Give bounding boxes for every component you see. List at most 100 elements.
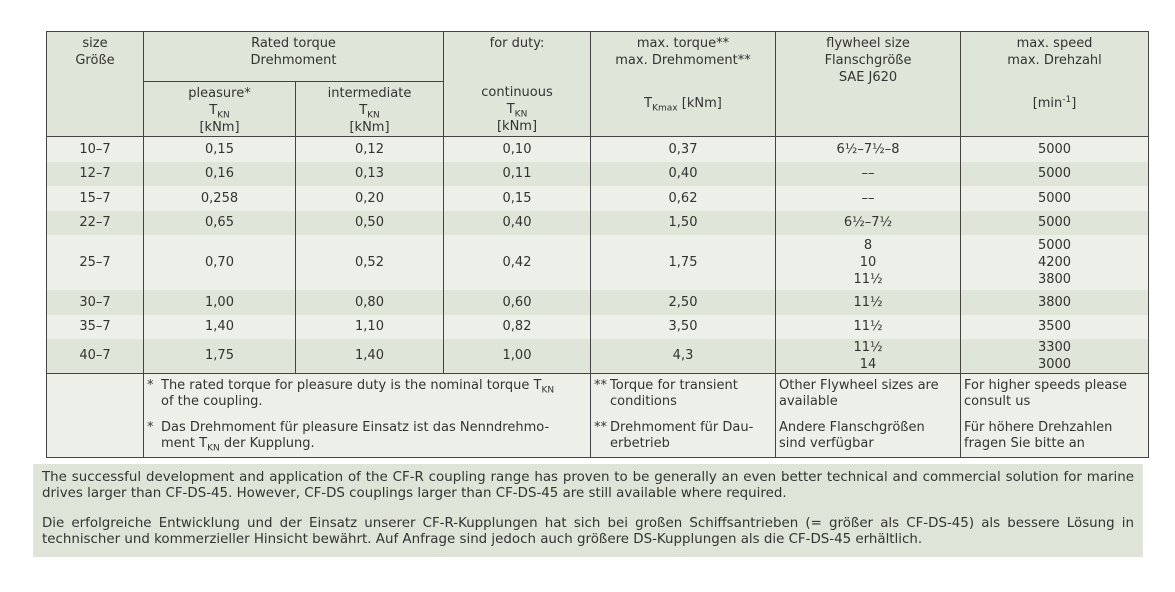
footnote-rated-en: * The rated torque for pleasure duty is … (147, 378, 587, 410)
footnote-rated-en-line2: of the coupling. (161, 393, 263, 409)
header-size: size Größe (46, 31, 144, 137)
cell-intermediate: 0,12 (294, 136, 445, 162)
cell-size: 30–7 (46, 289, 144, 315)
header-row-1: size Größe Rated torque Drehmoment for d… (46, 31, 1150, 137)
description-en: The successful development and applicati… (42, 469, 1134, 501)
footnote-rated-de: * Das Drehmoment für pleasure Einsatz is… (147, 419, 587, 454)
cell-flywheel: –– (775, 185, 962, 211)
header-pleasure-symbol: TKN (209, 103, 230, 121)
footnote-speed-de: Für höhere Drehzahlen fragen Sie bitte a… (964, 419, 1113, 451)
table-row: 35–7 1,40 1,10 0,82 3,50 11½ 3500 (46, 314, 1150, 339)
header-for-duty-label: for duty: (489, 36, 545, 51)
header-intermediate: intermediate TKN [kNm] (294, 81, 445, 137)
header-continuous-unit: [kNm] (496, 119, 538, 134)
cell-pleasure: 1,75 (143, 338, 296, 374)
cell-intermediate: 0,52 (294, 234, 445, 290)
header-max-speed: max. speed max. Drehzahl [min-1] (960, 31, 1150, 137)
footnote-max-torque-en: ** Torque for transient conditions (594, 377, 738, 409)
header-intermediate-symbol: TKN (359, 103, 380, 121)
cell-continuous: 0,15 (443, 185, 592, 211)
cell-speed: 3800 (960, 289, 1150, 315)
cell-continuous: 0,42 (443, 234, 592, 290)
footnote-rated-en-line1: The rated torque for pleasure duty is th… (161, 377, 555, 396)
header-continuous-symbol: TKN (506, 102, 528, 120)
header-intermediate-label: intermediate (327, 86, 412, 101)
cell-intermediate: 0,50 (294, 210, 445, 235)
header-row-2: pleasure* TKN [kNm] intermediate TKN [kN… (47, 81, 1149, 137)
cell-speed: 5000 (960, 136, 1150, 162)
table-row: 10–7 0,15 0,12 0,10 0,37 6½–7½–8 5000 (46, 136, 1150, 162)
cell-intermediate: 0,20 (294, 185, 445, 211)
table-row: 30–7 1,00 0,80 0,60 2,50 11½ 3800 (46, 289, 1150, 315)
footnote-flywheel-en: Other Flywheel sizes are available (779, 377, 939, 409)
cell-flywheel: 8 10 11½ (775, 234, 962, 290)
cell-continuous: 0,10 (443, 136, 592, 162)
table-row: 22–7 0,65 0,50 0,40 1,50 6½–7½ 5000 (46, 210, 1150, 235)
cell-pleasure: 1,00 (143, 289, 296, 315)
header-pleasure-unit: [kNm] (199, 120, 240, 135)
cell-max-torque: 0,40 (590, 161, 777, 186)
cell-max-torque: 1,50 (590, 210, 777, 235)
table-body: 10–7 0,15 0,12 0,10 0,37 6½–7½–8 5000 12… (46, 136, 1150, 457)
footnote-max-torque-de: ** Drehmoment für Dau- erbetrieb (594, 419, 754, 451)
description-block: The successful development and applicati… (33, 463, 1143, 557)
cell-speed: 5000 (960, 161, 1150, 186)
header-pleasure: pleasure* TKN [kNm] (143, 81, 296, 137)
header-max-torque-label: max. torque** max. Drehmoment** (615, 36, 751, 68)
footnote-row: * The rated torque for pleasure duty is … (46, 373, 1150, 457)
cell-flywheel: 11½ (775, 289, 962, 315)
cell-pleasure: 0,16 (143, 161, 296, 186)
cell-max-torque: 4,3 (590, 338, 777, 374)
header-flywheel-label: flywheel size Flanschgröße SAE J620 (824, 36, 912, 85)
cell-intermediate: 1,10 (294, 314, 445, 339)
footnote-double-asterisk: ** (594, 419, 608, 435)
cell-max-torque: 3,50 (590, 314, 777, 339)
header-max-speed-label: max. speed max. Drehzahl (1007, 36, 1102, 68)
header-max-speed-unit: [min-1] (1032, 95, 1077, 112)
header-continuous-label: continuous (481, 85, 553, 100)
footnote-rated-torque: * The rated torque for pleasure duty is … (142, 373, 592, 457)
header-pleasure-label: pleasure* (188, 86, 251, 101)
table-row: 40–7 1,75 1,40 1,00 4,3 11½ 14 3300 3000 (46, 338, 1150, 374)
footnote-asterisk: * (147, 419, 154, 435)
header-rated-torque-label: Rated torque Drehmoment (250, 36, 337, 68)
header-flywheel-size: flywheel size Flanschgröße SAE J620 (775, 31, 962, 137)
datasheet-page: size Größe Rated torque Drehmoment for d… (0, 31, 1175, 592)
header-for-duty: for duty: continuous TKN [kNm] (443, 31, 592, 137)
footnote-max-torque: ** Torque for transient conditions ** Dr… (590, 373, 777, 457)
cell-intermediate: 0,13 (294, 161, 445, 186)
cell-continuous: 0,82 (443, 314, 592, 339)
cell-flywheel: 11½ 14 (775, 338, 962, 374)
footnote-flywheel: Other Flywheel sizes are available Ander… (775, 373, 962, 457)
footnote-speed-en: For higher speeds please consult us (964, 377, 1128, 409)
footnote-speed: For higher speeds please consult us Für … (960, 373, 1150, 457)
header-intermediate-unit: [kNm] (349, 120, 390, 135)
cell-flywheel: –– (775, 161, 962, 186)
header-rated-torque: Rated torque Drehmoment (142, 31, 445, 82)
cell-speed: 3300 3000 (960, 338, 1150, 374)
cell-size: 22–7 (46, 210, 144, 235)
cell-intermediate: 1,40 (294, 338, 445, 374)
cell-pleasure: 0,258 (143, 185, 296, 211)
cell-speed: 5000 (960, 185, 1150, 211)
cell-size: 10–7 (46, 136, 144, 162)
footnote-rated-de-line2: ment TKN der Kupplung. (161, 435, 315, 454)
table-row: 15–7 0,258 0,20 0,15 0,62 –– 5000 (46, 185, 1150, 211)
spacer (445, 52, 590, 84)
footnote-rated-de-line1: Das Drehmoment für pleasure Einsatz ist … (161, 419, 550, 435)
description-de: Die erfolgreiche Entwicklung und der Ein… (42, 515, 1134, 547)
cell-flywheel: 11½ (775, 314, 962, 339)
cell-continuous: 1,00 (443, 338, 592, 374)
cell-max-torque: 2,50 (590, 289, 777, 315)
header-size-label: size Größe (75, 36, 115, 68)
cell-max-torque: 0,62 (590, 185, 777, 211)
footnote-flywheel-de: Andere Flanschgrößen sind verfügbar (779, 419, 925, 451)
cell-max-torque: 1,75 (590, 234, 777, 290)
cell-speed: 5000 (960, 210, 1150, 235)
cell-pleasure: 1,40 (143, 314, 296, 339)
header-max-torque-symbol: TKmax [kNm] (644, 96, 722, 114)
cell-pleasure: 0,15 (143, 136, 296, 162)
spacer (592, 69, 775, 95)
table-row: 25–7 0,70 0,52 0,42 1,75 8 10 11½ 5000 4… (46, 234, 1150, 290)
cell-size: 12–7 (46, 161, 144, 186)
